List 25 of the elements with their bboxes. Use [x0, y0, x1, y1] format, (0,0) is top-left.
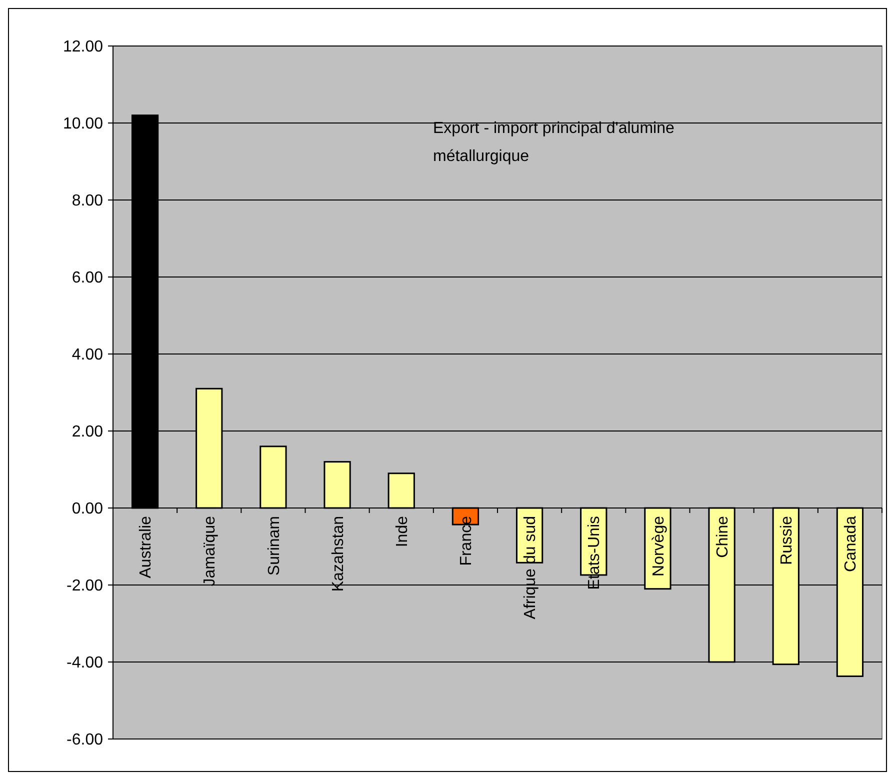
x-tick-label: Surinam: [266, 516, 283, 576]
x-tick-label: Canada: [842, 516, 860, 572]
text: Export - import principal d'alumine métallurgique: [433, 120, 674, 165]
x-tick-label: Etats-Unis: [586, 516, 604, 590]
x-tick-label: Inde: [394, 516, 411, 548]
x-tick-label: Norvège: [650, 516, 668, 576]
y-tick-label: -6.00: [66, 732, 104, 749]
y-tick-label: -2.00: [66, 578, 104, 595]
bar: [260, 446, 287, 509]
y-tick-label: 12.00: [62, 38, 104, 56]
y-tick-label: 10.00: [62, 116, 104, 133]
bar: [388, 472, 415, 509]
x-tick-label: Jamaïque: [202, 516, 219, 586]
y-tick-label: 2.00: [72, 424, 104, 441]
y-tick-label: 8.00: [72, 192, 104, 210]
x-tick-label: Chine: [714, 516, 732, 558]
x-tick-label: France: [458, 516, 476, 566]
y-tick-label: 4.00: [72, 346, 104, 364]
x-tick-label: Russie: [778, 516, 796, 565]
y-tick-label: 6.00: [72, 270, 104, 287]
y-tick-label: -4.00: [66, 654, 104, 672]
x-tick-label: Australie: [138, 516, 155, 578]
y-tick-label: 0.00: [72, 500, 104, 518]
bar: [324, 461, 351, 509]
x-tick-label: Kazahstan: [330, 516, 347, 592]
